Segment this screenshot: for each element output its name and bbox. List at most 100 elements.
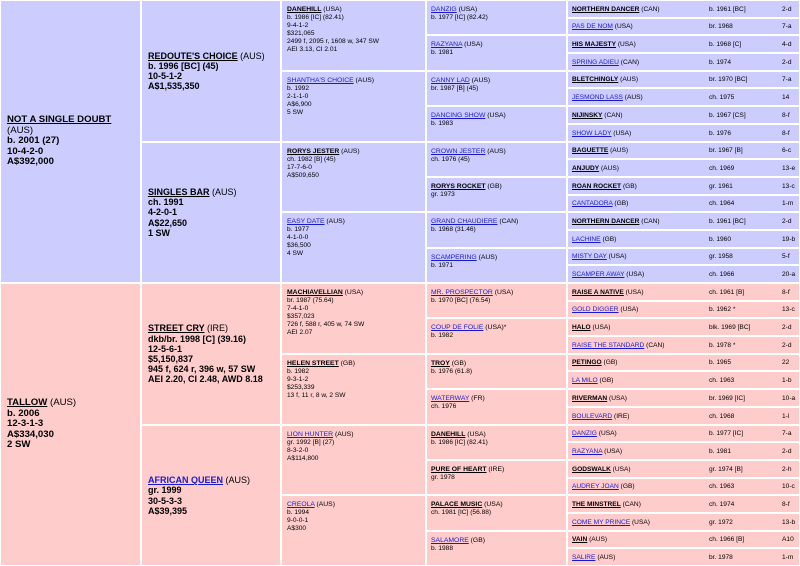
horse-name-link[interactable]: PAS DE NOM	[572, 23, 613, 30]
horse-name-line: RAZYANA (USA)	[572, 448, 622, 455]
horse-detail: b. 2006	[7, 407, 40, 419]
horse-name-link[interactable]: COUP DE FOLIE	[431, 324, 484, 331]
horse-name-link[interactable]: SCAMPERING	[431, 254, 477, 261]
horse-name-link[interactable]: SHANTHA'S CHOICE	[287, 77, 354, 84]
horse-name-link[interactable]: TALLOW	[7, 397, 48, 409]
horse-name-link[interactable]: VAIN	[572, 536, 588, 543]
horse-country: (GB)	[614, 200, 629, 207]
horse-detail: AEI 3.13, CI 2.01	[287, 46, 338, 53]
family-number: 13-b	[782, 518, 796, 526]
pedigree-cell-gen2-street-cry: STREET CRY (IRE) dkb/br. 1998 [C] (39.16)…	[142, 284, 280, 424]
horse-country: (IRE)	[207, 323, 229, 334]
horse-name-link[interactable]: JESMOND LASS	[572, 93, 623, 101]
horse-country: (IRE)	[614, 412, 630, 420]
horse-name-link[interactable]: SPRING ADIEU	[572, 58, 619, 66]
horse-name-link[interactable]: DANEHILL	[431, 431, 466, 438]
horse-name-link[interactable]: RAZYANA	[572, 447, 603, 455]
horse-detail: b. 1968 [C]	[709, 40, 742, 48]
horse-name-link[interactable]: MACHIAVELLIAN	[287, 289, 343, 296]
horse-name-link[interactable]: HELEN STREET	[287, 360, 339, 367]
horse-name-link[interactable]: DANZIG	[431, 6, 457, 13]
family-number: 2-d	[782, 5, 792, 13]
horse-name-link[interactable]: GRAND CHAUDIERE	[431, 218, 498, 225]
horse-detail: ch. 1976	[431, 403, 457, 410]
horse-country: (AUS)	[624, 93, 643, 101]
horse-name-link[interactable]: NORTHERN DANCER	[572, 5, 640, 13]
horse-detail: b. 2001 (27)	[7, 135, 60, 147]
pedigree-cell-gen4-scampering: SCAMPERING (AUS) b. 1971	[427, 249, 566, 282]
horse-name-link[interactable]: AUDREY JOAN	[572, 483, 619, 490]
horse-name-link[interactable]: SHOW LADY	[572, 129, 612, 137]
horse-name-link[interactable]: PALACE MUSIC	[431, 501, 483, 508]
horse-name-link[interactable]: CANTADORA	[572, 200, 613, 207]
horse-name-link[interactable]: CROWN JESTER	[431, 148, 486, 155]
horse-name-link[interactable]: RIVERMAN	[572, 394, 608, 402]
horse-name-link[interactable]: HALO	[572, 323, 591, 331]
horse-country: (USA)	[464, 41, 483, 48]
horse-name-link[interactable]: LION HUNTER	[287, 431, 334, 438]
horse-name-line: NORTHERN DANCER (CAN)	[572, 6, 660, 13]
horse-detail: 7-4-1-0	[287, 305, 309, 312]
horse-name-link[interactable]: GODSWALK	[572, 465, 611, 473]
horse-name-link[interactable]: NORTHERN DANCER	[572, 217, 640, 225]
horse-name-link[interactable]: THE MINSTREL	[572, 500, 621, 508]
horse-name-link[interactable]: REDOUTE'S CHOICE	[148, 50, 238, 61]
horse-name-link[interactable]: DANCING SHOW	[431, 112, 486, 119]
horse-name-link[interactable]: PETINGO	[572, 359, 602, 366]
horse-name-link[interactable]: TROY	[431, 360, 450, 367]
horse-name-link[interactable]: RORYS ROCKET	[431, 183, 486, 190]
horse-name-link[interactable]: BLETCHINGLY	[572, 76, 619, 83]
horse-country: (AUS)	[487, 148, 506, 155]
horse-name-link[interactable]: ANJUDY	[572, 164, 600, 172]
horse-name-link[interactable]: COME MY PRINCE	[572, 518, 631, 526]
horse-country: (USA)	[604, 447, 623, 455]
horse-name-link[interactable]: SCAMPER AWAY	[572, 270, 625, 278]
pedigree-cell-gen4-waterway: WATERWAY (FR) ch. 1976	[427, 390, 566, 424]
horse-name-link[interactable]: RAISE THE STANDARD	[572, 341, 645, 349]
horse-name-link[interactable]: CANNY LAD	[431, 77, 470, 84]
horse-name-line: RORYS ROCKET (GB)	[431, 182, 566, 191]
horse-name-link[interactable]: EASY DATE	[287, 218, 325, 225]
horse-detail: 1 SW	[148, 227, 171, 238]
horse-detail: b. 1986 [IC] (82.41)	[287, 14, 344, 21]
horse-detail: b. 1960	[709, 235, 731, 243]
horse-name-link[interactable]: SINGLES BAR	[148, 186, 210, 197]
horse-country: (GB)	[602, 235, 617, 243]
horse-country: (USA)	[323, 6, 342, 13]
horse-country: (USA)	[614, 23, 633, 30]
horse-detail: 10-4-2-0	[7, 145, 44, 157]
horse-name-link[interactable]: LACHINE	[572, 235, 601, 243]
horse-name-link[interactable]: RAZYANA	[431, 41, 463, 48]
horse-name-link[interactable]: RAISE A NATIVE	[572, 288, 624, 296]
horse-name-link[interactable]: WATERWAY	[431, 395, 470, 402]
pedigree-cell-gen3-machiavellian: MACHIAVELLIAN (USA) br. 1987 (75.64) 7-4-1…	[282, 284, 425, 353]
pedigree-cell-gen5-anjudy: ANJUDY (AUS) ch. 1969 13-e	[568, 160, 799, 176]
horse-name-link[interactable]: DANEHILL	[287, 6, 322, 13]
horse-name-link[interactable]: NIJINSKY	[572, 111, 603, 119]
horse-name-link[interactable]: RORYS JESTER	[287, 148, 340, 155]
horse-name-link[interactable]: BAGUETTE	[572, 147, 609, 154]
horse-name-line: BLETCHINGLY (AUS)	[572, 76, 638, 83]
horse-name-link[interactable]: BOULEVARD	[572, 412, 613, 420]
pedigree-cell-gen5-audrey-joan: AUDREY JOAN (GB) ch. 1963 10-c	[568, 479, 799, 494]
horse-country: (USA)	[626, 270, 645, 278]
horse-name-link[interactable]: ROAN ROCKET	[572, 182, 622, 190]
horse-detail: A$39,395	[148, 505, 188, 516]
horse-name-link[interactable]: DANZIG	[572, 430, 597, 437]
horse-name-link[interactable]: NOT A SINGLE DOUBT	[7, 114, 112, 126]
horse-name-link[interactable]: SALAMORE	[431, 537, 469, 544]
horse-name-link[interactable]: PURE OF HEART	[431, 466, 487, 473]
pedigree-cell-gen4-salamore: SALAMORE (GB) b. 1988	[427, 532, 566, 565]
horse-name-link[interactable]: AFRICAN QUEEN	[148, 475, 224, 486]
horse-name-link[interactable]: SALIRE	[572, 553, 596, 561]
horse-name-link[interactable]: STREET CRY	[148, 323, 205, 334]
horse-name-link[interactable]: GOLD DIGGER	[572, 306, 619, 313]
horse-country: (AUS)	[589, 536, 608, 543]
horse-detail: gr. 1973	[431, 191, 455, 198]
horse-detail: b. 1961 [BC]	[709, 217, 746, 225]
horse-name-link[interactable]: HIS MAJESTY	[572, 40, 616, 48]
horse-name-link[interactable]: LA MILO	[572, 376, 598, 384]
horse-name-link[interactable]: MR. PROSPECTOR	[431, 289, 493, 296]
horse-name-link[interactable]: CREOLA	[287, 501, 315, 508]
horse-name-link[interactable]: MISTY DAY	[572, 253, 607, 260]
